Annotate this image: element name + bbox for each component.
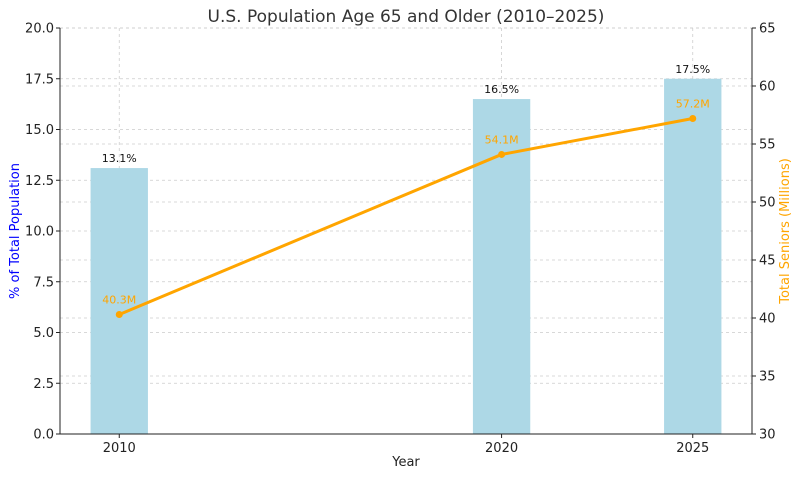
x-tick-label: 2020: [485, 441, 518, 456]
right-tick-label: 65: [759, 22, 776, 37]
left-tick-label: 7.5: [33, 275, 54, 290]
right-axis-title: Total Seniors (Millions): [778, 158, 793, 305]
series-value-label: 40.3M: [102, 294, 136, 307]
chart-title: U.S. Population Age 65 and Older (2010–2…: [208, 7, 605, 27]
left-tick-label: 0.0: [33, 428, 54, 443]
bar-value-label: 13.1%: [102, 152, 137, 165]
bar-value-label: 16.5%: [484, 83, 519, 96]
series-value-label: 54.1M: [485, 133, 519, 146]
left-tick-label: 15.0: [25, 123, 54, 138]
right-tick-label: 50: [759, 196, 776, 211]
series-point: [498, 150, 506, 158]
bars: 13.1% 16.5% 17.5%: [90, 63, 722, 435]
right-tick-label: 30: [759, 428, 776, 443]
left-axis-title: % of Total Population: [8, 163, 23, 299]
left-tick-label: 12.5: [25, 174, 54, 189]
right-tick-label: 45: [759, 254, 776, 269]
series-value-label: 57.2M: [676, 97, 710, 110]
bar: [664, 78, 722, 434]
series-point: [115, 311, 123, 319]
left-tick-label: 5.0: [33, 326, 54, 341]
right-tick-label: 55: [759, 138, 776, 153]
left-tick-label: 20.0: [25, 22, 54, 37]
gridlines: [60, 27, 752, 435]
line-series: 40.3M 54.1M 57.2M: [102, 97, 710, 319]
right-tick-label: 35: [759, 370, 776, 385]
left-tick-label: 10.0: [25, 225, 54, 240]
left-tick-label: 2.5: [33, 377, 54, 392]
x-tick-label: 2010: [103, 441, 136, 456]
x-tick-label: 2025: [676, 441, 709, 456]
left-tick-label: 17.5: [25, 72, 54, 87]
series-line: [118, 117, 694, 316]
right-tick-label: 40: [759, 312, 776, 327]
axes: 0.0 2.5 5.0 7.5 10.0 12.5 15.0 17.5 20.0 30 35 40 45…: [25, 22, 776, 457]
bar: [90, 168, 148, 434]
series-point: [689, 114, 697, 122]
x-axis-title: Year: [391, 455, 420, 470]
bar-value-label: 17.5%: [675, 63, 710, 76]
right-tick-label: 60: [759, 80, 776, 95]
